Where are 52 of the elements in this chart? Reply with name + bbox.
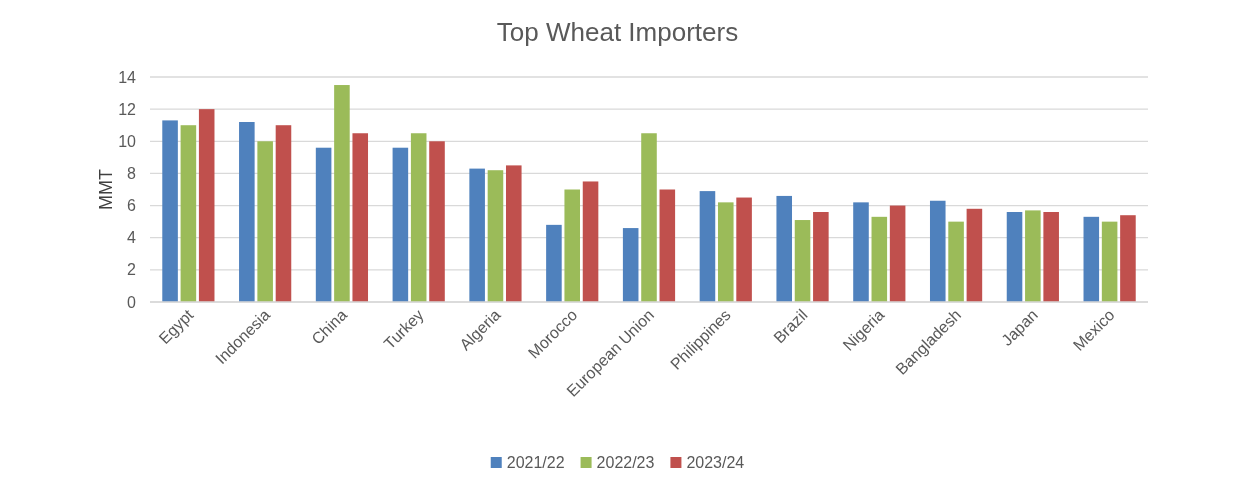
bar	[1101, 221, 1118, 302]
bar	[1120, 215, 1136, 302]
bar	[699, 191, 716, 302]
bar	[487, 170, 504, 302]
bar	[275, 125, 292, 302]
bar	[641, 133, 657, 302]
bar	[469, 168, 485, 302]
y-tick-label: 10	[118, 132, 137, 150]
bar	[239, 122, 255, 302]
bar	[1043, 212, 1059, 302]
chart-title: Top Wheat Importers	[496, 17, 739, 47]
legend-label: 2022/23	[596, 454, 655, 471]
bar	[315, 147, 332, 302]
bar	[180, 125, 197, 302]
bar	[889, 205, 906, 302]
bar	[813, 212, 829, 302]
bar	[1006, 212, 1023, 302]
bar	[334, 85, 350, 302]
bar	[776, 195, 793, 302]
bar	[929, 200, 946, 302]
bar	[853, 202, 869, 302]
bar	[736, 197, 752, 302]
bar	[257, 141, 273, 302]
y-tick-label: 2	[127, 261, 137, 279]
bar	[546, 224, 562, 302]
bar	[622, 228, 639, 302]
bar	[659, 189, 676, 302]
bar	[1083, 216, 1100, 302]
bar	[948, 221, 964, 302]
bar	[162, 120, 178, 302]
bar	[429, 141, 445, 302]
bar	[564, 189, 581, 302]
bar	[352, 133, 369, 302]
bar	[198, 109, 215, 302]
y-tick-label: 8	[127, 165, 137, 183]
y-tick-label: 0	[127, 293, 137, 311]
bar	[794, 220, 811, 302]
bar	[1025, 210, 1041, 302]
bar	[966, 208, 983, 302]
y-axis-title: MMT	[96, 169, 116, 210]
bar	[717, 202, 734, 302]
y-tick-label: 12	[118, 100, 137, 118]
y-tick-label: 14	[118, 68, 137, 86]
bar	[871, 216, 888, 302]
legend-label: 2021/22	[506, 454, 565, 471]
bar	[505, 165, 522, 302]
legend-label: 2023/24	[686, 454, 745, 471]
bar	[410, 133, 427, 302]
y-tick-label: 4	[127, 229, 137, 247]
bar	[582, 181, 599, 302]
bar	[392, 147, 409, 302]
y-tick-label: 6	[127, 197, 137, 215]
